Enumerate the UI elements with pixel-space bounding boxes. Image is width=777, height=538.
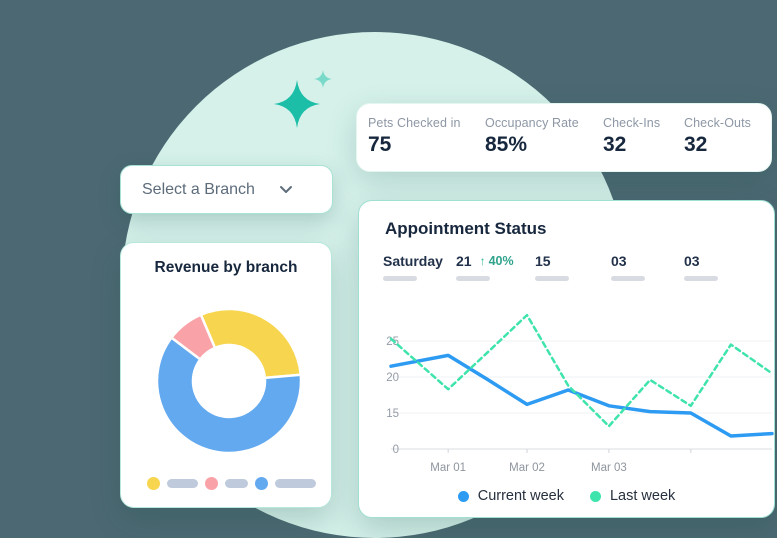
- appointment-stat-1: 21 ↑ 40%: [456, 253, 514, 281]
- stat-delta: 40%: [488, 254, 514, 268]
- stat-underline-pill: [684, 276, 718, 281]
- kpi-pets-checked-in: Pets Checked in 75: [368, 116, 461, 157]
- kpi-value: 75: [368, 133, 392, 156]
- revenue-by-branch-card: Revenue by branch: [120, 242, 332, 508]
- legend-dot: [255, 476, 268, 490]
- stat-underline-pill: [383, 276, 417, 281]
- stat-value: 03: [611, 253, 627, 269]
- legend-dot: [205, 476, 218, 490]
- x-axis-label: Mar 02: [509, 462, 545, 474]
- kpi-check-outs: Check-Outs 32: [684, 116, 751, 157]
- stat-underline-pill: [611, 276, 645, 281]
- legend-dot: [589, 490, 601, 502]
- sparkle-icon: [274, 70, 332, 128]
- legend-placeholder-pill: [275, 478, 316, 488]
- appointment-status-card: Appointment Status Saturday 21 ↑ 40% 15 …: [358, 200, 775, 518]
- legend-item: Last week: [589, 488, 676, 504]
- y-axis-label: 15: [386, 408, 399, 420]
- kpi-check-ins: Check-Ins 32: [603, 116, 660, 157]
- appointments-line-chart: 0 15 20 25 Mar 01 Mar 02 Mar 03: [386, 313, 774, 474]
- legend-dot: [457, 490, 469, 502]
- y-axis-label: 20: [386, 372, 399, 384]
- stat-value: 03: [684, 253, 700, 269]
- appointment-stat-4: 03: [684, 253, 718, 281]
- kpi-label: Check-Outs: [684, 116, 751, 130]
- y-axis-label: 0: [393, 444, 399, 456]
- appointment-stat-3: 03: [611, 253, 645, 281]
- legend-placeholder-pill: [167, 478, 198, 488]
- y-axis-label: 25: [386, 336, 399, 348]
- stat-underline-pill: [535, 276, 569, 281]
- donut-slice: [170, 313, 217, 361]
- line-chart-legend: Current week Last week: [359, 488, 774, 504]
- stat-underline-pill: [456, 276, 490, 281]
- kpi-value: 32: [684, 133, 708, 156]
- kpi-label: Occupancy Rate: [485, 116, 579, 130]
- kpi-label: Check-Ins: [603, 116, 661, 130]
- series-line: [389, 353, 774, 438]
- arrow-up-icon: ↑: [479, 254, 486, 268]
- stat-value: 21: [456, 253, 472, 269]
- chevron-down-icon: [279, 185, 293, 194]
- revenue-donut-chart: [155, 307, 303, 455]
- donut-slice: [199, 307, 302, 380]
- kpi-occupancy-rate: Occupancy Rate 85%: [485, 116, 579, 157]
- legend-label: Current week: [477, 488, 564, 504]
- stat-value: 15: [535, 253, 551, 269]
- kpi-value: 32: [603, 133, 627, 156]
- day-label: Saturday: [383, 253, 443, 269]
- revenue-legend: [147, 475, 323, 491]
- series-line: [389, 313, 774, 428]
- appointment-stat-2: 15: [535, 253, 569, 281]
- kpi-stats-card: Pets Checked in 75 Occupancy Rate 85% Ch…: [356, 103, 772, 172]
- branch-select-dropdown[interactable]: Select a Branch: [120, 165, 333, 214]
- legend-placeholder-pill: [225, 478, 248, 488]
- legend-dot: [147, 476, 160, 490]
- sparkle-big-star: [274, 80, 320, 128]
- appointment-day: Saturday: [383, 253, 443, 281]
- kpi-label: Pets Checked in: [368, 116, 461, 130]
- sparkle-small-star: [314, 70, 332, 88]
- donut-slice: [155, 336, 303, 455]
- legend-item: Current week: [457, 488, 564, 504]
- branch-select-label: Select a Branch: [142, 180, 255, 198]
- x-axis-label: Mar 01: [430, 462, 466, 474]
- legend-label: Last week: [609, 488, 676, 504]
- appointment-card-title: Appointment Status: [385, 219, 547, 238]
- revenue-card-title: Revenue by branch: [154, 259, 298, 276]
- x-axis-label: Mar 03: [591, 462, 627, 474]
- kpi-value: 85%: [485, 133, 528, 156]
